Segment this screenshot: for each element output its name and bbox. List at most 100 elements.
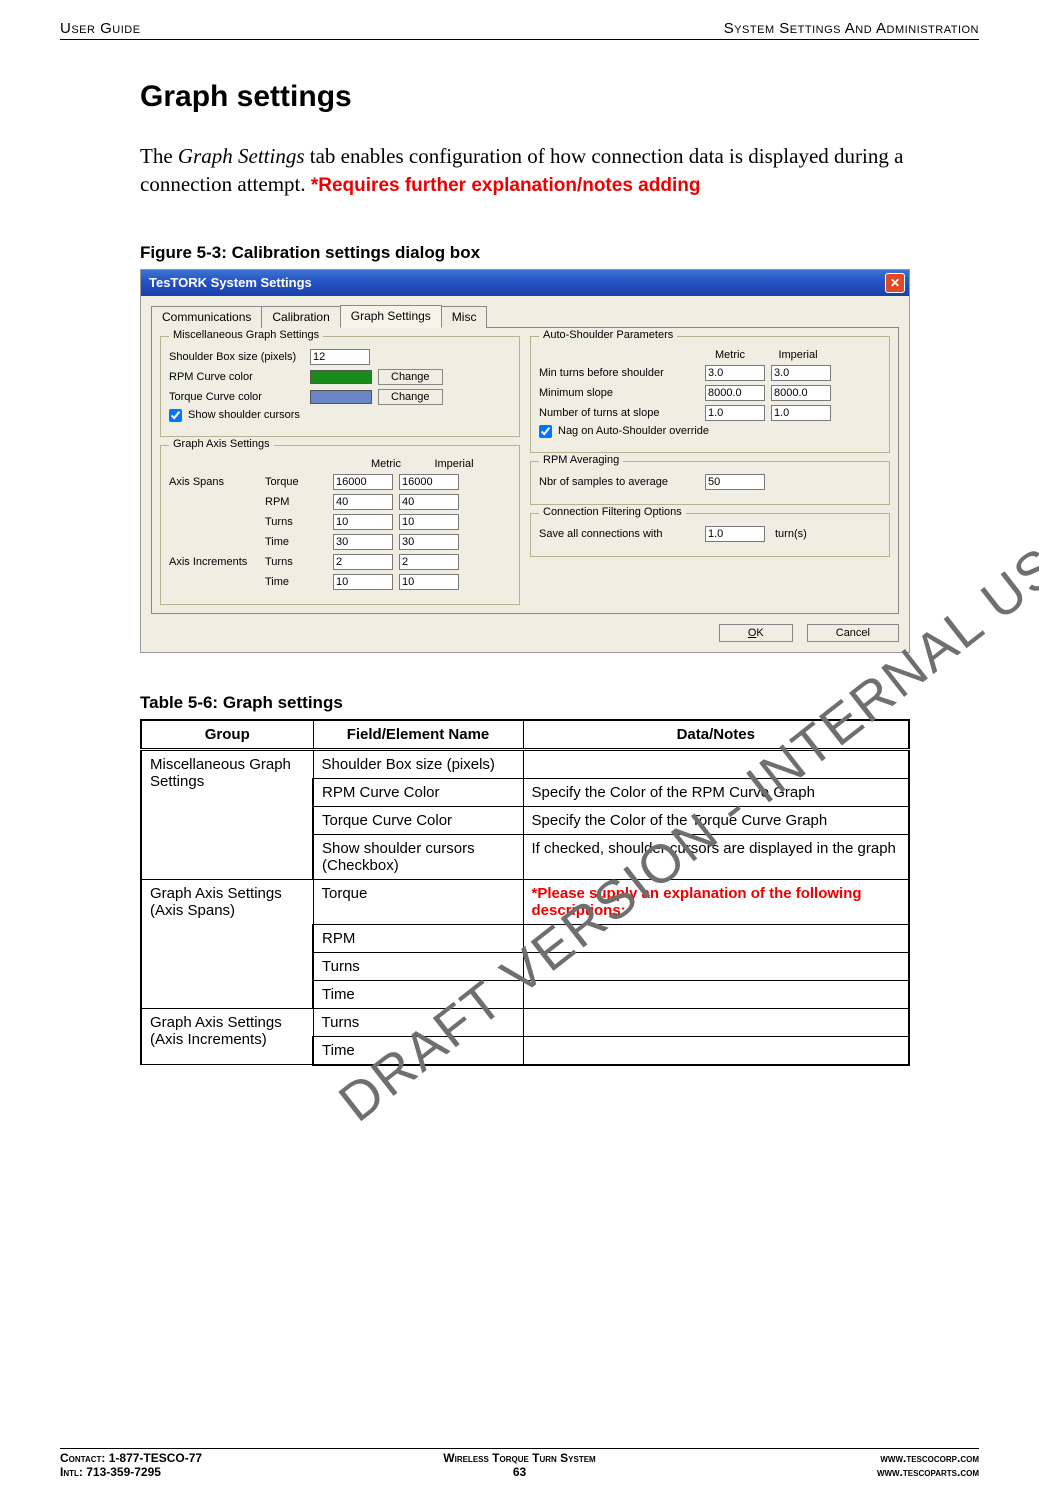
th-group: Group bbox=[141, 720, 313, 750]
turns-metric-input[interactable] bbox=[333, 514, 393, 530]
para-em: Graph Settings bbox=[178, 144, 305, 168]
num-turns-imperial-input[interactable] bbox=[771, 405, 831, 421]
cell-notes: If checked, shoulder cursors are display… bbox=[523, 834, 909, 879]
shoulder-box-label: Shoulder Box size (pixels) bbox=[169, 351, 304, 363]
inc-turns-metric-input[interactable] bbox=[333, 554, 393, 570]
settings-dialog: TesTORK System Settings ✕ Communications… bbox=[140, 269, 910, 653]
time-imperial-input[interactable] bbox=[399, 534, 459, 550]
torque-metric-input[interactable] bbox=[333, 474, 393, 490]
cell-notes: Specify the Color of the Torque Curve Gr… bbox=[523, 806, 909, 834]
table-row: Graph Axis Settings (Axis Spans) Torque … bbox=[141, 879, 909, 924]
section-heading: Graph settings bbox=[140, 80, 979, 114]
tab-communications[interactable]: Communications bbox=[151, 306, 262, 328]
inc-turns-imperial-input[interactable] bbox=[399, 554, 459, 570]
group-misc-graph: Miscellaneous Graph Settings Shoulder Bo… bbox=[160, 336, 520, 437]
axis-spans-label: Axis Spans bbox=[169, 476, 259, 488]
th-notes: Data/Notes bbox=[523, 720, 909, 750]
nag-label: Nag on Auto-Shoulder override bbox=[558, 425, 709, 437]
inc-time-imperial-input[interactable] bbox=[399, 574, 459, 590]
ok-button[interactable]: OK bbox=[719, 624, 793, 642]
rpm-avg-label: Nbr of samples to average bbox=[539, 476, 699, 488]
rpm-metric-input[interactable] bbox=[333, 494, 393, 510]
auto-metric-header: Metric bbox=[699, 349, 761, 361]
para-red-note: *Requires further explanation/notes addi… bbox=[311, 175, 701, 196]
axis-imperial-header: Imperial bbox=[423, 458, 485, 470]
group-filter-title: Connection Filtering Options bbox=[539, 506, 686, 518]
group-axis: Graph Axis Settings Metric Imperial Axis… bbox=[160, 445, 520, 605]
show-cursors-checkbox[interactable] bbox=[169, 409, 182, 422]
figure-caption: Figure 5-3: Calibration settings dialog … bbox=[140, 243, 979, 263]
torque-color-swatch bbox=[310, 390, 372, 404]
cancel-button[interactable]: Cancel bbox=[807, 624, 899, 642]
rpm-color-label: RPM Curve color bbox=[169, 371, 304, 383]
group-axis-title: Graph Axis Settings bbox=[169, 438, 274, 450]
dialog-title: TesTORK System Settings bbox=[149, 275, 312, 290]
cell-field: Torque bbox=[313, 879, 523, 924]
time-metric-input[interactable] bbox=[333, 534, 393, 550]
min-turns-metric-input[interactable] bbox=[705, 365, 765, 381]
rpm-change-button[interactable]: Change bbox=[378, 369, 443, 385]
filter-label: Save all connections with bbox=[539, 528, 699, 540]
cell-field: Time bbox=[313, 1036, 523, 1065]
cell-notes: Specify the Color of the RPM Curve Graph bbox=[523, 778, 909, 806]
cell-field: RPM Curve Color bbox=[313, 778, 523, 806]
tab-graph-settings[interactable]: Graph Settings bbox=[340, 305, 442, 328]
group-filter: Connection Filtering Options Save all co… bbox=[530, 513, 890, 557]
para-text-1: The bbox=[140, 144, 178, 168]
rpm-avg-input[interactable] bbox=[705, 474, 765, 490]
nag-checkbox[interactable] bbox=[539, 425, 552, 438]
group-rpm-avg-title: RPM Averaging bbox=[539, 454, 623, 466]
table-row: Graph Axis Settings (Axis Increments) Tu… bbox=[141, 1008, 909, 1036]
cell-field: Torque Curve Color bbox=[313, 806, 523, 834]
cell-group: Graph Axis Settings (Axis Spans) bbox=[141, 879, 313, 1008]
axis-increments-label: Axis Increments bbox=[169, 556, 259, 568]
running-head: User Guide System Settings And Administr… bbox=[60, 20, 979, 40]
cell-field: Turns bbox=[313, 1008, 523, 1036]
cell-field: Shoulder Box size (pixels) bbox=[313, 749, 523, 778]
tab-misc[interactable]: Misc bbox=[441, 306, 488, 328]
close-icon[interactable]: ✕ bbox=[885, 273, 905, 293]
turns-imperial-input[interactable] bbox=[399, 514, 459, 530]
inc-time-metric-input[interactable] bbox=[333, 574, 393, 590]
torque-change-button[interactable]: Change bbox=[378, 389, 443, 405]
num-turns-label: Number of turns at slope bbox=[539, 407, 699, 419]
table-caption: Table 5-6: Graph settings bbox=[140, 693, 979, 713]
torque-imperial-input[interactable] bbox=[399, 474, 459, 490]
table-row: Miscellaneous Graph Settings Shoulder Bo… bbox=[141, 749, 909, 778]
cell-field: Time bbox=[313, 980, 523, 1008]
show-cursors-label: Show shoulder cursors bbox=[188, 409, 300, 421]
footer-center-top: Wireless Torque Turn System bbox=[443, 1451, 595, 1465]
tab-calibration[interactable]: Calibration bbox=[261, 306, 340, 328]
min-turns-imperial-input[interactable] bbox=[771, 365, 831, 381]
min-slope-imperial-input[interactable] bbox=[771, 385, 831, 401]
cell-notes bbox=[523, 980, 909, 1008]
num-turns-metric-input[interactable] bbox=[705, 405, 765, 421]
cell-group: Miscellaneous Graph Settings bbox=[141, 749, 313, 879]
th-field: Field/Element Name bbox=[313, 720, 523, 750]
group-rpm-avg: RPM Averaging Nbr of samples to average bbox=[530, 461, 890, 505]
inc-time-row-label: Time bbox=[265, 576, 327, 588]
filter-input[interactable] bbox=[705, 526, 765, 542]
cell-notes bbox=[523, 1008, 909, 1036]
cell-field: Turns bbox=[313, 952, 523, 980]
torque-row-label: Torque bbox=[265, 476, 327, 488]
time-row-label: Time bbox=[265, 536, 327, 548]
dialog-titlebar: TesTORK System Settings ✕ bbox=[141, 270, 909, 296]
axis-metric-header: Metric bbox=[355, 458, 417, 470]
cell-notes bbox=[523, 924, 909, 952]
filter-units: turn(s) bbox=[775, 528, 807, 540]
cell-group: Graph Axis Settings (Axis Increments) bbox=[141, 1008, 313, 1065]
page-footer: Contact: 1-877-TESCO-77 Wireless Torque … bbox=[60, 1448, 979, 1479]
cell-notes bbox=[523, 1036, 909, 1065]
group-auto-shoulder: Auto-Shoulder Parameters Metric Imperial… bbox=[530, 336, 890, 453]
running-head-right: System Settings And Administration bbox=[724, 20, 979, 37]
cell-field: Show shoulder cursors (Checkbox) bbox=[313, 834, 523, 879]
min-slope-metric-input[interactable] bbox=[705, 385, 765, 401]
group-auto-title: Auto-Shoulder Parameters bbox=[539, 329, 677, 341]
min-slope-label: Minimum slope bbox=[539, 387, 699, 399]
footer-page-number: 63 bbox=[513, 1465, 526, 1479]
rpm-color-swatch bbox=[310, 370, 372, 384]
rpm-imperial-input[interactable] bbox=[399, 494, 459, 510]
intro-paragraph: The Graph Settings tab enables configura… bbox=[140, 142, 979, 199]
shoulder-box-input[interactable] bbox=[310, 349, 370, 365]
